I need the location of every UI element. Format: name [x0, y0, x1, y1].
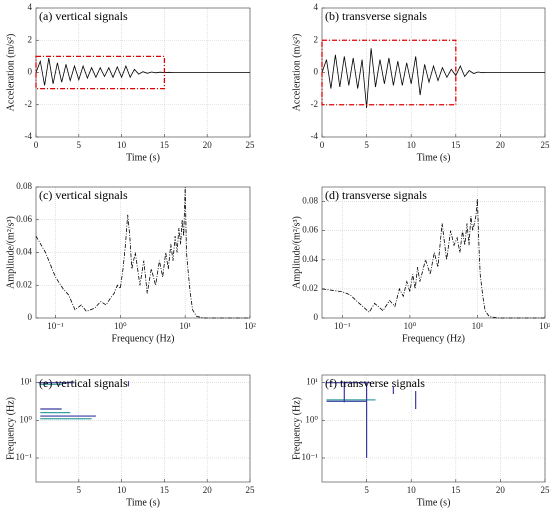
x-tick-label: 5 — [364, 485, 369, 495]
panel-title: (c) vertical signals — [39, 188, 128, 202]
x-tick-label: 15 — [451, 140, 461, 150]
y-tick-label: 0 — [314, 67, 319, 77]
plot-frame — [321, 186, 546, 319]
y-tick-label: 0.08 — [302, 196, 318, 206]
y-tick-label: 0.02 — [302, 283, 318, 293]
x-tick-label: 10⁰ — [114, 321, 127, 331]
x-tick-label: 10 — [117, 485, 127, 495]
panel: 0 5 10 15 20 25 -4 -2 0 2 4 Time (s) Acceleration (m… — [5, 2, 255, 163]
plot-area — [322, 187, 545, 318]
x-tick-label: 25 — [541, 485, 550, 495]
panel: 10⁻¹ 10⁰ 10¹ 10² 0 0.02 0.04 0.06 0.08 Frequency … — [291, 186, 550, 344]
x-tick-label: 10 — [407, 140, 417, 150]
x-tick-label: 10⁻¹ — [334, 321, 351, 331]
y-tick-label: 0.04 — [302, 254, 318, 264]
y-tick-label: 10⁰ — [19, 414, 32, 424]
y-tick-label: 0.06 — [16, 214, 32, 224]
x-tick-label: 20 — [203, 140, 213, 150]
panel-title: (f) transverse signals — [325, 376, 425, 390]
x-tick-label: 0 — [34, 140, 39, 150]
y-tick-label: -2 — [25, 99, 33, 109]
plot-frame — [321, 374, 546, 483]
x-tick-label: 10 — [117, 140, 127, 150]
y-tick-label: -2 — [311, 99, 319, 109]
y-tick-label: -4 — [311, 131, 319, 141]
x-tick-label: 20 — [203, 485, 213, 495]
panel-title: (d) transverse signals — [325, 188, 427, 202]
panel-title: (a) vertical signals — [39, 9, 128, 23]
x-tick-label: 15 — [160, 485, 170, 495]
y-axis-label: Acceleration (m/s²) — [5, 34, 16, 112]
x-tick-label: 25 — [246, 485, 256, 495]
panel: 5 10 15 20 25 10⁻¹ 10⁰ 10¹ Time (s) Frequency (Hz… — [291, 374, 550, 508]
y-axis-label: Amplitude/(m²/s³) — [291, 216, 302, 289]
y-tick-label: 0.04 — [16, 247, 32, 257]
plot-area — [322, 375, 545, 482]
y-tick-label: 2 — [28, 34, 33, 44]
x-tick-label: 25 — [246, 140, 256, 150]
x-tick-label: 10 — [407, 485, 417, 495]
panel: 0 5 10 15 20 25 -4 -2 0 2 4 Time (s) Acceleration (m… — [291, 2, 550, 163]
x-tick-label: 10⁻¹ — [47, 321, 64, 331]
signal-line — [35, 186, 250, 319]
y-axis-label: Amplitude/(m²/s³) — [5, 216, 16, 289]
x-tick-label: 20 — [496, 485, 506, 495]
x-axis-label: Time (s) — [126, 497, 160, 508]
plot-frame — [35, 374, 251, 483]
plot-area — [36, 375, 250, 482]
x-axis-label: Time (s) — [417, 497, 451, 508]
y-tick-label: -4 — [25, 131, 33, 141]
x-tick-label: 5 — [77, 485, 82, 495]
x-axis-label: Time (s) — [126, 152, 160, 163]
y-tick-label: 10¹ — [306, 377, 318, 387]
x-tick-label: 15 — [160, 140, 170, 150]
y-tick-label: 0 — [28, 312, 33, 322]
x-tick-label: 10² — [244, 321, 256, 331]
x-tick-label: 15 — [451, 485, 461, 495]
x-tick-label: 25 — [541, 140, 550, 150]
x-tick-label: 10¹ — [472, 321, 484, 331]
y-tick-label: 4 — [314, 2, 319, 12]
y-tick-label: 0.02 — [16, 279, 32, 289]
y-tick-label: 10⁰ — [305, 414, 318, 424]
x-tick-label: 5 — [77, 140, 82, 150]
y-tick-label: 0 — [314, 312, 319, 322]
x-axis-label: Frequency (Hz) — [402, 333, 465, 344]
signal-line — [321, 198, 545, 319]
y-tick-label: 4 — [28, 2, 33, 12]
y-axis-label: Frequency (Hz) — [5, 397, 16, 460]
x-axis-label: Time (s) — [417, 152, 451, 163]
plot-frame — [35, 186, 251, 319]
y-tick-label: 10¹ — [20, 377, 32, 387]
y-axis-label: Acceleration (m/s²) — [291, 34, 302, 112]
panel: 5 10 15 20 25 10⁻¹ 10⁰ 10¹ Time (s) Frequency (Hz… — [5, 374, 256, 508]
x-tick-label: 10¹ — [179, 321, 191, 331]
x-axis-label: Frequency (Hz) — [111, 333, 174, 344]
y-tick-label: 10⁻¹ — [302, 452, 319, 462]
x-tick-label: 10² — [539, 321, 550, 331]
panel-title: (b) transverse signals — [325, 9, 427, 23]
y-tick-label: 2 — [314, 34, 319, 44]
y-tick-label: 10⁻¹ — [16, 452, 33, 462]
signal-line — [35, 57, 250, 86]
highlight-box — [321, 39, 457, 106]
y-tick-label: 0.06 — [302, 225, 318, 235]
y-tick-label: 0 — [28, 67, 33, 77]
x-tick-label: 20 — [496, 140, 506, 150]
y-tick-label: 0.08 — [16, 181, 32, 191]
signal-line — [321, 48, 545, 109]
highlight-box — [35, 55, 166, 90]
panel-title: (e) vertical signals — [39, 376, 128, 390]
y-axis-label: Frequency (Hz) — [291, 397, 302, 460]
x-tick-label: 5 — [364, 140, 369, 150]
x-tick-label: 10⁰ — [404, 321, 417, 331]
panel: 10⁻¹ 10⁰ 10¹ 10² 0 0.02 0.04 0.06 0.08 Frequency … — [5, 181, 256, 344]
x-tick-label: 0 — [320, 140, 325, 150]
